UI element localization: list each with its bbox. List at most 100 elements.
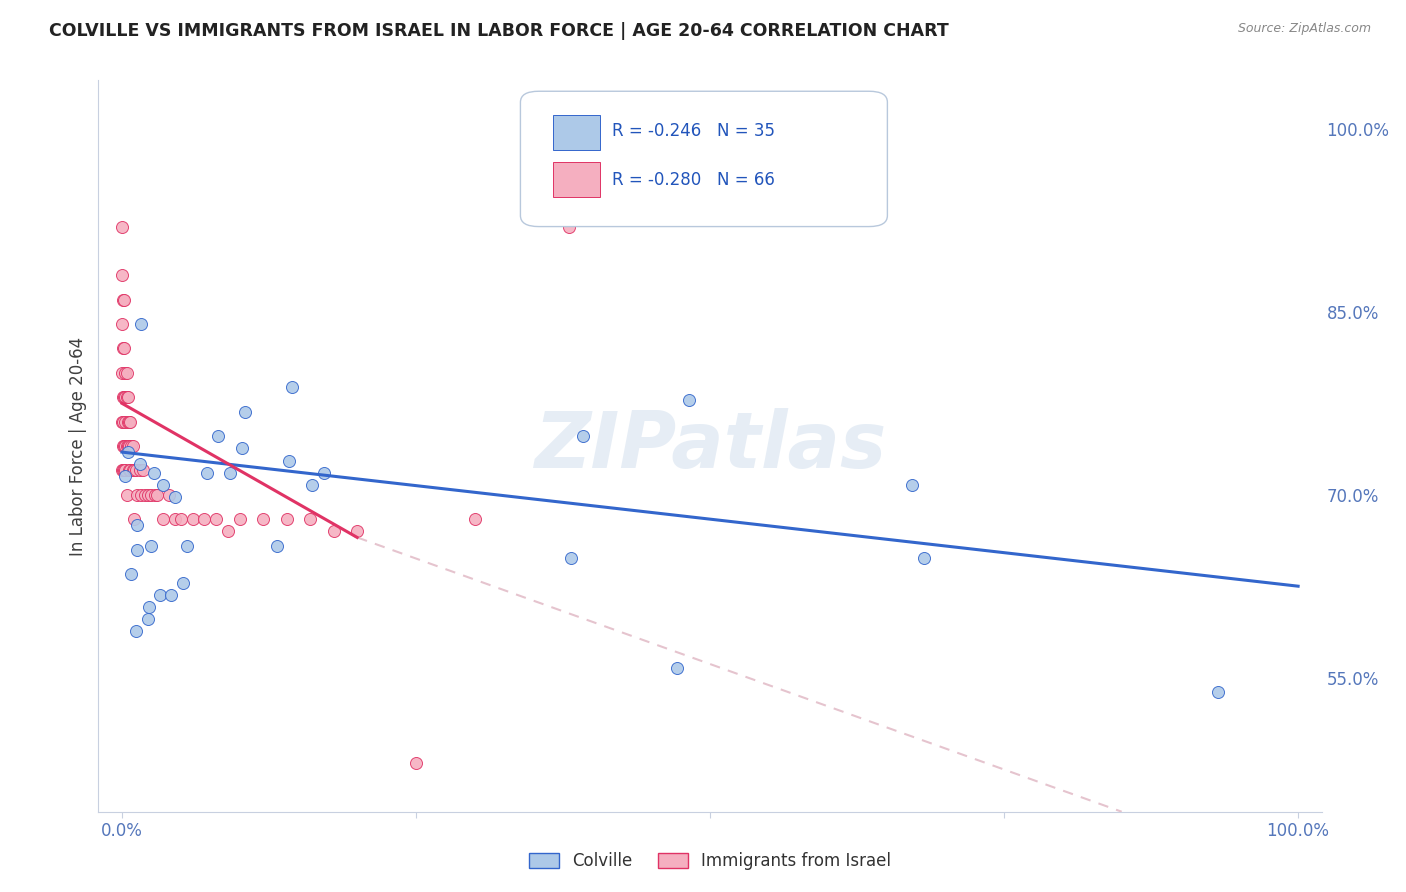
Point [112,463,135,477]
Point [572,429,595,443]
Point [120,463,142,477]
Point [120,439,142,453]
Point [115,390,138,404]
Point [181,512,204,526]
Point [125,624,148,639]
Point [117,415,139,429]
Point [1206,685,1229,699]
Point [195,466,218,480]
Point [115,488,138,502]
Point [136,488,159,502]
Point [141,539,163,553]
Point [115,366,138,380]
Point [112,390,135,404]
Point [125,463,148,477]
Point [136,612,159,626]
Point [132,463,155,477]
Text: COLVILLE VS IMMIGRANTS FROM ISRAEL IN LABOR FORCE | AGE 20-64 CORRELATION CHART: COLVILLE VS IMMIGRANTS FROM ISRAEL IN LA… [49,22,949,40]
Point [112,463,135,477]
Point [163,512,186,526]
Point [127,518,149,533]
Point [117,439,139,453]
Point [143,488,166,502]
Point [134,488,156,502]
Point [122,463,145,477]
Point [231,442,253,456]
Point [276,512,298,526]
Point [558,219,581,234]
Point [127,542,149,557]
Point [118,439,141,453]
Point [115,439,138,453]
FancyBboxPatch shape [520,91,887,227]
FancyBboxPatch shape [554,115,600,150]
Point [128,463,150,477]
Point [278,453,301,467]
Point [346,524,368,539]
Point [405,756,427,770]
Point [114,415,136,429]
Point [146,488,169,502]
Text: R = -0.280   N = 66: R = -0.280 N = 66 [612,171,775,189]
Point [142,466,165,480]
Point [152,478,174,492]
Point [301,478,323,492]
Point [111,415,134,429]
Point [114,469,136,483]
Point [314,466,336,480]
Point [114,439,136,453]
Point [205,512,228,526]
Point [112,342,135,356]
Point [149,588,172,602]
Point [112,293,135,307]
Point [141,488,163,502]
Point [235,405,257,419]
Point [560,551,582,566]
Point [138,599,160,614]
Point [912,551,935,566]
Point [112,293,135,307]
Y-axis label: In Labor Force | Age 20-64: In Labor Force | Age 20-64 [69,336,87,556]
Point [112,390,135,404]
Point [252,512,274,526]
Point [322,524,344,539]
Point [152,512,174,526]
FancyBboxPatch shape [554,162,600,197]
Point [129,317,152,331]
Point [160,588,183,602]
Point [217,524,239,539]
Point [117,445,139,459]
Point [118,415,141,429]
Point [193,512,215,526]
Point [122,512,145,526]
Point [117,390,139,404]
Point [170,512,193,526]
Point [127,488,149,502]
Legend: Colville, Immigrants from Israel: Colville, Immigrants from Israel [523,846,897,877]
Text: ZIPatlas: ZIPatlas [534,408,886,484]
Point [219,466,242,480]
Point [120,415,142,429]
Point [901,478,924,492]
Point [678,392,700,407]
Point [666,661,689,675]
Point [112,342,135,356]
Point [228,512,250,526]
Point [114,366,136,380]
Point [111,317,134,331]
Point [266,539,288,553]
Point [464,512,486,526]
Point [111,268,134,283]
Point [114,463,136,477]
Point [157,488,180,502]
Point [163,490,186,504]
Point [111,463,134,477]
Point [120,567,142,582]
Point [121,439,143,453]
Text: R = -0.246   N = 35: R = -0.246 N = 35 [612,122,775,140]
Point [111,366,134,380]
Point [112,439,135,453]
Point [112,415,135,429]
Point [111,219,134,234]
Point [112,439,135,453]
